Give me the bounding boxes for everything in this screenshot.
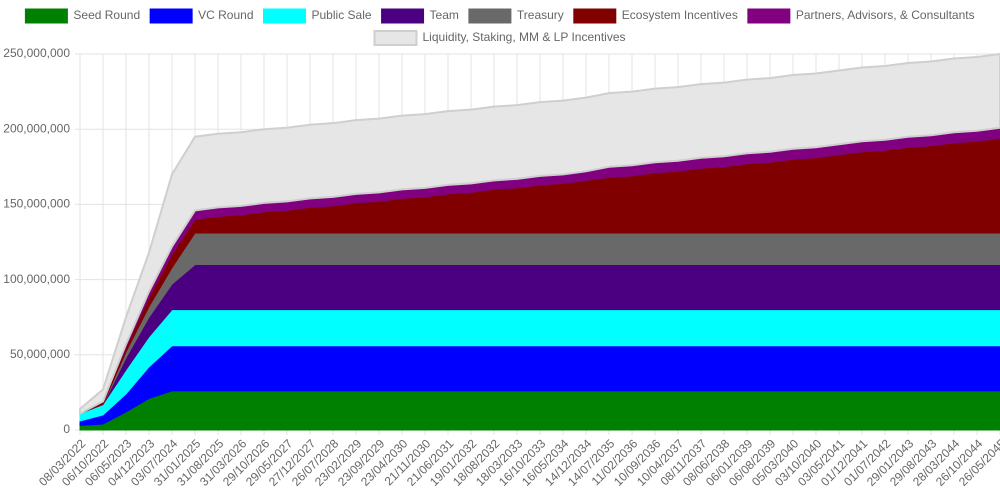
legend-label: Partners, Advisors, & Consultants <box>796 8 975 22</box>
legend-label: Treasury <box>517 8 564 22</box>
legend-item: Ecosystem Incentives <box>573 8 738 24</box>
legend-swatch <box>263 8 307 24</box>
legend-swatch <box>573 8 617 24</box>
area <box>79 52 1000 416</box>
legend-item: Partners, Advisors, & Consultants <box>747 8 975 24</box>
legend-label: VC Round <box>198 8 253 22</box>
legend-swatch <box>747 8 791 24</box>
legend-item: VC Round <box>149 8 254 24</box>
y-tick-label: 250,000,000 <box>3 46 70 60</box>
area <box>79 390 1000 431</box>
legend-swatch <box>381 8 425 24</box>
legend-label: Seed Round <box>73 8 140 22</box>
legend-label: Liquidity, Staking, MM & LP Incentives <box>423 30 626 44</box>
y-tick-label: 150,000,000 <box>3 197 70 211</box>
legend-swatch <box>149 8 193 24</box>
legend-swatch <box>373 30 418 46</box>
legend-item: Liquidity, Staking, MM & LP Incentives <box>373 30 626 46</box>
legend-label: Ecosystem Incentives <box>622 8 738 22</box>
legend-swatch <box>468 8 512 24</box>
legend-swatch <box>24 8 68 24</box>
legend-item: Treasury <box>468 8 564 24</box>
legend-label: Public Sale <box>312 8 372 22</box>
y-tick-label: 200,000,000 <box>3 121 70 135</box>
y-tick-label: 0 <box>63 422 70 436</box>
y-tick-label: 50,000,000 <box>10 347 70 361</box>
legend-label: Team <box>430 8 459 22</box>
y-tick-label: 100,000,000 <box>3 272 70 286</box>
legend-item: Public Sale <box>263 8 372 24</box>
legend-item: Team <box>381 8 459 24</box>
legend-item: Seed Round <box>24 8 140 24</box>
